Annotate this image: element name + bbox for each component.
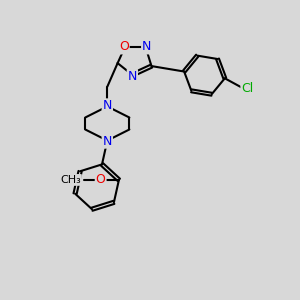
Text: O: O [119,40,129,53]
Text: N: N [103,99,112,112]
Text: Cl: Cl [242,82,254,95]
Text: O: O [96,173,106,186]
Text: N: N [103,135,112,148]
Text: N: N [142,40,152,53]
Text: CH₃: CH₃ [60,175,81,185]
Text: N: N [128,70,137,83]
